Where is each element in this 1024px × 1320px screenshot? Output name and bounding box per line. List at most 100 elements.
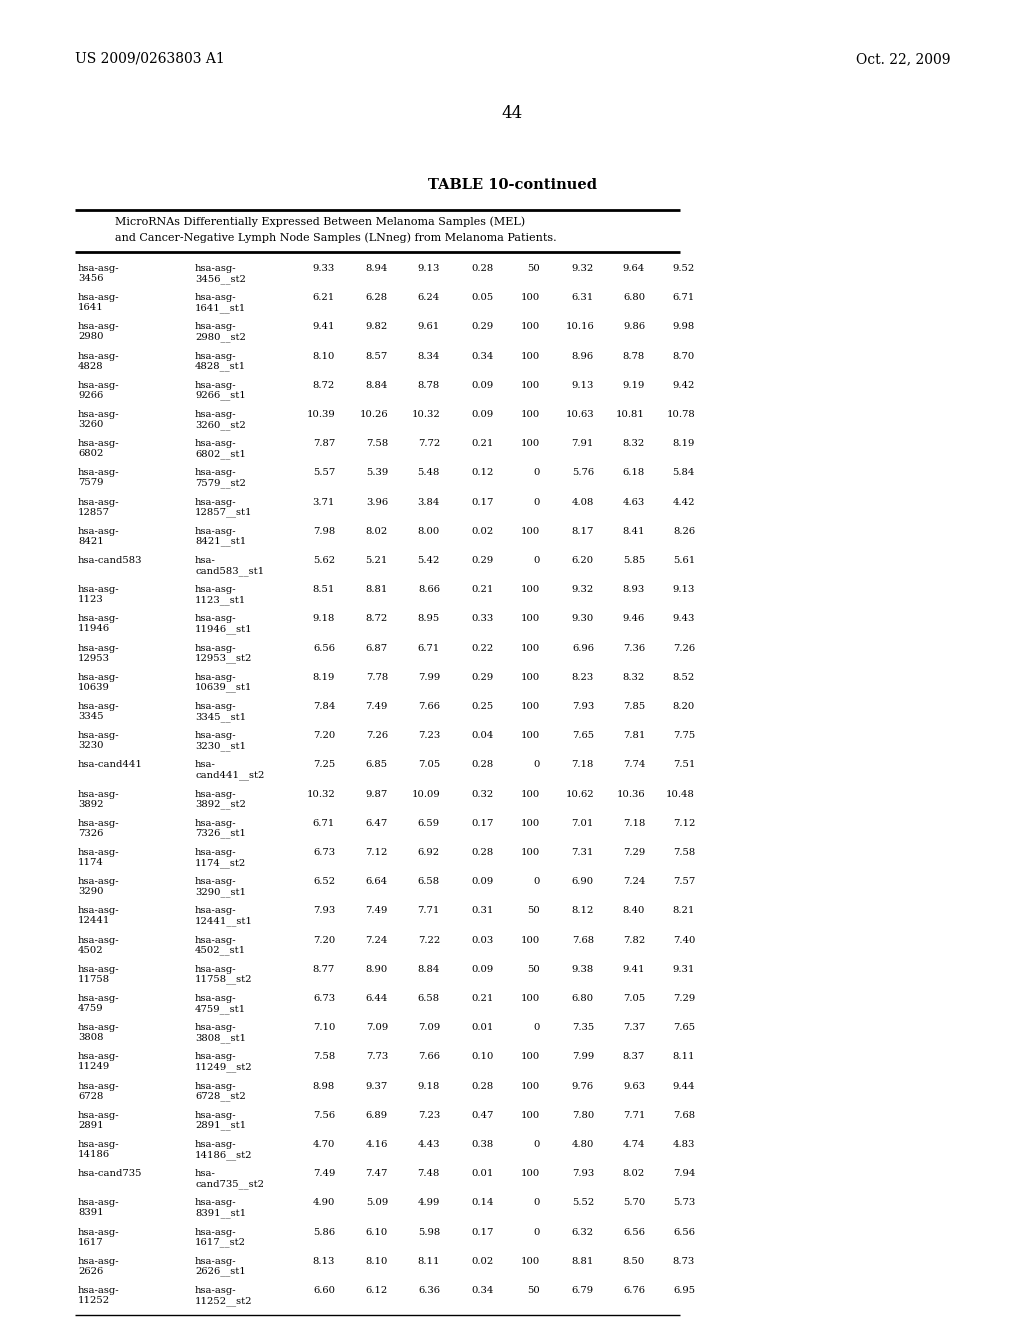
Text: 6.58: 6.58 — [418, 878, 440, 886]
Text: 6802__st1: 6802__st1 — [195, 449, 246, 459]
Text: hsa-asg-: hsa-asg- — [195, 411, 237, 418]
Text: 0.31: 0.31 — [472, 907, 494, 915]
Text: hsa-asg-: hsa-asg- — [195, 1199, 237, 1208]
Text: 9.76: 9.76 — [571, 1081, 594, 1090]
Text: 7.71: 7.71 — [418, 907, 440, 915]
Text: 6.28: 6.28 — [366, 293, 388, 302]
Text: 8.10: 8.10 — [366, 1257, 388, 1266]
Text: 9.43: 9.43 — [673, 614, 695, 623]
Text: 6.56: 6.56 — [673, 1228, 695, 1237]
Text: 3290__st1: 3290__st1 — [195, 887, 246, 896]
Text: 8.10: 8.10 — [312, 351, 335, 360]
Text: 12953__st2: 12953__st2 — [195, 653, 252, 663]
Text: hsa-asg-: hsa-asg- — [78, 469, 120, 478]
Text: hsa-asg-: hsa-asg- — [195, 1140, 237, 1148]
Text: 10.39: 10.39 — [306, 411, 335, 418]
Text: 100: 100 — [521, 411, 540, 418]
Text: hsa-asg-: hsa-asg- — [78, 818, 120, 828]
Text: hsa-asg-: hsa-asg- — [195, 731, 237, 741]
Text: 100: 100 — [521, 293, 540, 302]
Text: 7.80: 7.80 — [571, 1111, 594, 1119]
Text: 3.96: 3.96 — [366, 498, 388, 507]
Text: 7.05: 7.05 — [418, 760, 440, 770]
Text: 8.20: 8.20 — [673, 702, 695, 711]
Text: 6728__st2: 6728__st2 — [195, 1092, 246, 1101]
Text: hsa-asg-: hsa-asg- — [195, 614, 237, 623]
Text: 2891: 2891 — [78, 1121, 103, 1130]
Text: hsa-asg-: hsa-asg- — [195, 527, 237, 536]
Text: 8.70: 8.70 — [673, 351, 695, 360]
Text: 6.73: 6.73 — [313, 847, 335, 857]
Text: 100: 100 — [521, 1081, 540, 1090]
Text: hsa-asg-: hsa-asg- — [78, 731, 120, 741]
Text: 8.72: 8.72 — [366, 614, 388, 623]
Text: 6.56: 6.56 — [313, 644, 335, 652]
Text: 10.09: 10.09 — [412, 789, 440, 799]
Text: hsa-asg-: hsa-asg- — [195, 907, 237, 915]
Text: 100: 100 — [521, 1170, 540, 1179]
Text: 6.44: 6.44 — [366, 994, 388, 1003]
Text: 7.81: 7.81 — [623, 731, 645, 741]
Text: 6.21: 6.21 — [312, 293, 335, 302]
Text: 8.40: 8.40 — [623, 907, 645, 915]
Text: 8.21: 8.21 — [673, 907, 695, 915]
Text: 0: 0 — [534, 1140, 540, 1148]
Text: 6.90: 6.90 — [571, 878, 594, 886]
Text: 8.95: 8.95 — [418, 614, 440, 623]
Text: MicroRNAs Differentially Expressed Between Melanoma Samples (MEL): MicroRNAs Differentially Expressed Betwe… — [115, 216, 525, 227]
Text: 8.77: 8.77 — [312, 965, 335, 974]
Text: 7.58: 7.58 — [366, 440, 388, 449]
Text: 7.49: 7.49 — [366, 907, 388, 915]
Text: hsa-asg-: hsa-asg- — [195, 818, 237, 828]
Text: hsa-asg-: hsa-asg- — [195, 644, 237, 652]
Text: 100: 100 — [521, 702, 540, 711]
Text: 9.86: 9.86 — [623, 322, 645, 331]
Text: 1174: 1174 — [78, 858, 103, 867]
Text: 0: 0 — [534, 469, 540, 478]
Text: hsa-asg-: hsa-asg- — [195, 293, 237, 302]
Text: 3230__st1: 3230__st1 — [195, 742, 246, 751]
Text: 3345: 3345 — [78, 711, 103, 721]
Text: 0.03: 0.03 — [472, 936, 494, 945]
Text: 8421: 8421 — [78, 537, 103, 545]
Text: hsa-asg-: hsa-asg- — [195, 1081, 237, 1090]
Text: 7.35: 7.35 — [571, 1023, 594, 1032]
Text: 0.01: 0.01 — [472, 1170, 494, 1179]
Text: hsa-asg-: hsa-asg- — [78, 614, 120, 623]
Text: and Cancer-Negative Lymph Node Samples (LNneg) from Melanoma Patients.: and Cancer-Negative Lymph Node Samples (… — [115, 232, 557, 243]
Text: 6.10: 6.10 — [366, 1228, 388, 1237]
Text: 12953: 12953 — [78, 653, 110, 663]
Text: cand735__st2: cand735__st2 — [195, 1179, 264, 1189]
Text: hsa-asg-: hsa-asg- — [78, 673, 120, 682]
Text: 5.62: 5.62 — [313, 556, 335, 565]
Text: hsa-cand735: hsa-cand735 — [78, 1170, 142, 1179]
Text: 5.52: 5.52 — [571, 1199, 594, 1208]
Text: 6.58: 6.58 — [418, 994, 440, 1003]
Text: 1641: 1641 — [78, 304, 103, 313]
Text: 8.13: 8.13 — [312, 1257, 335, 1266]
Text: 8.93: 8.93 — [623, 585, 645, 594]
Text: 8.84: 8.84 — [366, 380, 388, 389]
Text: 10.16: 10.16 — [565, 322, 594, 331]
Text: 6.71: 6.71 — [673, 293, 695, 302]
Text: 7.31: 7.31 — [571, 847, 594, 857]
Text: 8.00: 8.00 — [418, 527, 440, 536]
Text: 7.78: 7.78 — [366, 673, 388, 682]
Text: 8.84: 8.84 — [418, 965, 440, 974]
Text: 7.74: 7.74 — [623, 760, 645, 770]
Text: 100: 100 — [521, 847, 540, 857]
Text: hsa-asg-: hsa-asg- — [195, 789, 237, 799]
Text: 8.72: 8.72 — [312, 380, 335, 389]
Text: 7.68: 7.68 — [571, 936, 594, 945]
Text: 9.38: 9.38 — [571, 965, 594, 974]
Text: 0.25: 0.25 — [472, 702, 494, 711]
Text: 6.59: 6.59 — [418, 818, 440, 828]
Text: 7.20: 7.20 — [312, 731, 335, 741]
Text: 0.12: 0.12 — [472, 469, 494, 478]
Text: 0.09: 0.09 — [472, 878, 494, 886]
Text: 8.98: 8.98 — [312, 1081, 335, 1090]
Text: 7579: 7579 — [78, 478, 103, 487]
Text: 9.61: 9.61 — [418, 322, 440, 331]
Text: Oct. 22, 2009: Oct. 22, 2009 — [855, 51, 950, 66]
Text: 100: 100 — [521, 585, 540, 594]
